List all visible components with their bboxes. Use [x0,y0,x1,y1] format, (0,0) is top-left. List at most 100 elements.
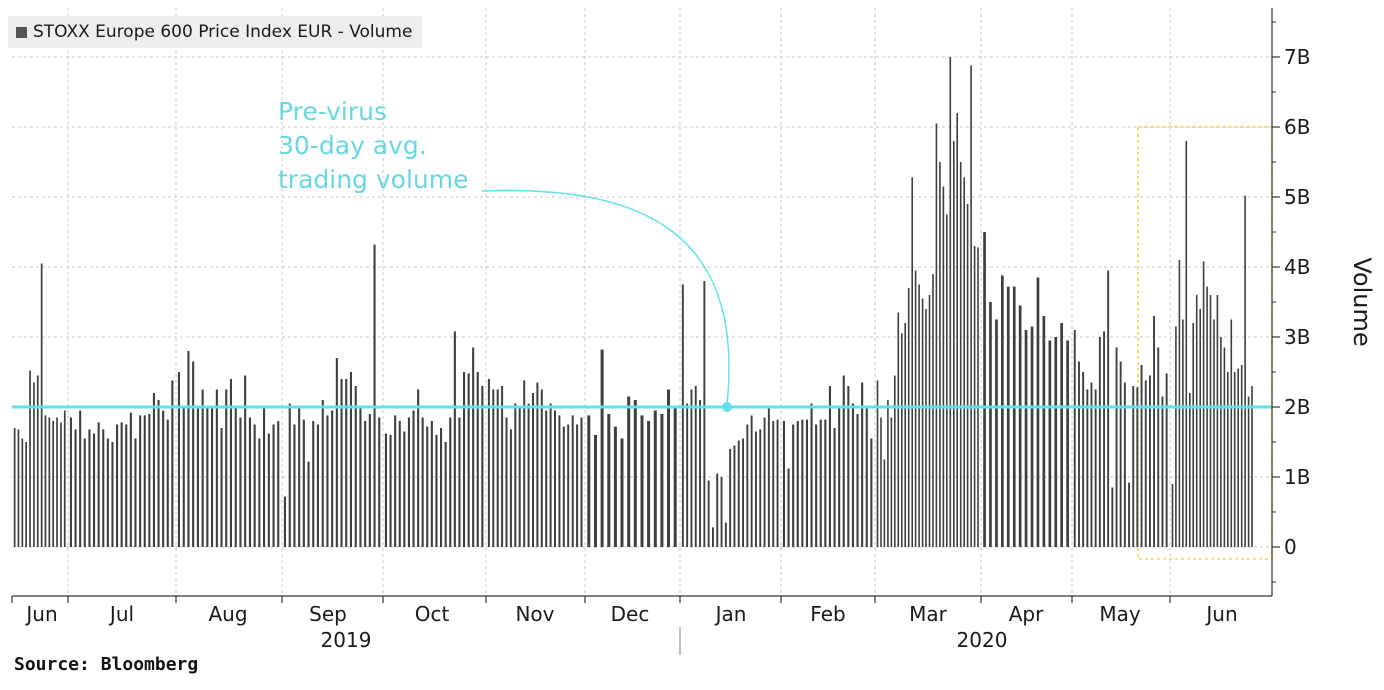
y-axis-ticks: 0 1B 2B 3B 4B 5B 6B 7B [1272,21,1310,583]
volume-bar [384,433,387,547]
volume-bar [244,375,247,547]
volume-bar [1036,277,1040,547]
volume-bar [1178,260,1181,547]
volume-bar [772,421,775,547]
volume-bar [368,414,371,547]
volume-bar [1132,386,1135,547]
volume-bar [1136,387,1139,547]
x-tick-label: May [1099,602,1141,626]
volume-bar [587,415,591,547]
volume-bar [267,433,270,547]
volume-bar [995,319,998,547]
volume-bar [116,424,119,547]
volume-bar [1240,365,1243,547]
volume-bar [1042,316,1046,547]
volume-bar [707,480,710,547]
volume-bar [74,429,77,547]
source-note: Source: Bloomberg [14,654,199,675]
x-tick-label: Feb [810,602,845,626]
volume-bar [229,379,232,547]
volume-bar [956,113,958,547]
x-tick-label: Oct [415,602,450,626]
volume-bar [939,162,941,547]
volume-bar [177,372,180,547]
volume-bar [856,414,859,547]
volume-bar [196,407,199,547]
volume-bar [716,473,719,547]
volume-bar [883,459,886,547]
volume-bar [733,445,736,547]
y-tick-label: 7B [1284,45,1310,69]
volume-bar [1115,347,1118,547]
volume-bar [335,358,338,547]
volume-bar [750,415,753,547]
volume-bar [737,440,740,547]
volume-bar [148,414,151,547]
volume-bar [258,438,261,547]
annotation-line-2: 30-day avg. [278,131,427,160]
volume-bar [349,372,352,547]
volume-bar [1119,361,1122,547]
volume-bar [763,417,766,547]
volume-bar [819,419,822,547]
volume-bar [1237,368,1239,547]
volume-bar [143,415,146,547]
volume-bar [1090,382,1093,547]
volume-bar [215,389,218,547]
volume-bar [699,400,701,547]
volume-bar [904,323,906,547]
volume-bar [125,424,128,547]
volume-bar [977,247,979,547]
volume-bar [607,414,611,547]
volume-bar [312,421,315,547]
volume-bar [532,393,534,547]
volume-bar [272,424,275,547]
x-tick-label: Jan [714,602,747,626]
volume-bar [60,422,62,547]
y-tick-label: 3B [1284,325,1310,349]
volume-bar [901,333,903,547]
volume-bar [63,410,66,547]
volume-bar [824,419,827,547]
volume-bar [1251,386,1253,547]
volume-bar [925,309,927,547]
volume-bars [13,57,1253,548]
volume-bar [647,421,651,547]
volume-bar [134,438,137,547]
legend-label: STOXX Europe 600 Price Index EUR - Volum… [33,22,413,42]
volume-bar [277,421,280,547]
volume-bar [40,263,43,547]
volume-bar [932,274,934,547]
volume-bar [1182,319,1184,547]
y-tick-label: 6B [1284,115,1310,139]
volume-bar [562,426,565,547]
volume-bar [1206,286,1208,547]
volume-bar [1244,195,1246,547]
volume-bar [942,186,945,547]
x-tick-label: Dec [611,602,650,626]
volume-bar [580,417,583,547]
volume-bar [1001,275,1004,547]
volume-bar [1247,396,1250,547]
x-tick-label: Jul [108,602,134,626]
volume-bar [1192,323,1194,547]
volume-bar [321,400,324,547]
volume-bar [851,403,854,547]
volume-bar [620,438,624,547]
volume-bar [111,442,114,547]
volume-bar [21,438,24,547]
volume-bar [496,389,499,547]
volume-bar [690,389,693,547]
volume-bar [755,431,757,547]
y-tick-label: 5B [1284,185,1310,209]
volume-bar [1140,365,1143,547]
volume-bar [253,424,256,547]
volume-bar [953,141,955,547]
volume-bar [949,57,952,547]
volume-bar [453,331,456,547]
volume-bar [1054,337,1058,547]
volume-bar [1185,141,1188,547]
volume-bar [1048,340,1052,547]
volume-bar [417,389,420,547]
volume-bar [1024,330,1028,547]
